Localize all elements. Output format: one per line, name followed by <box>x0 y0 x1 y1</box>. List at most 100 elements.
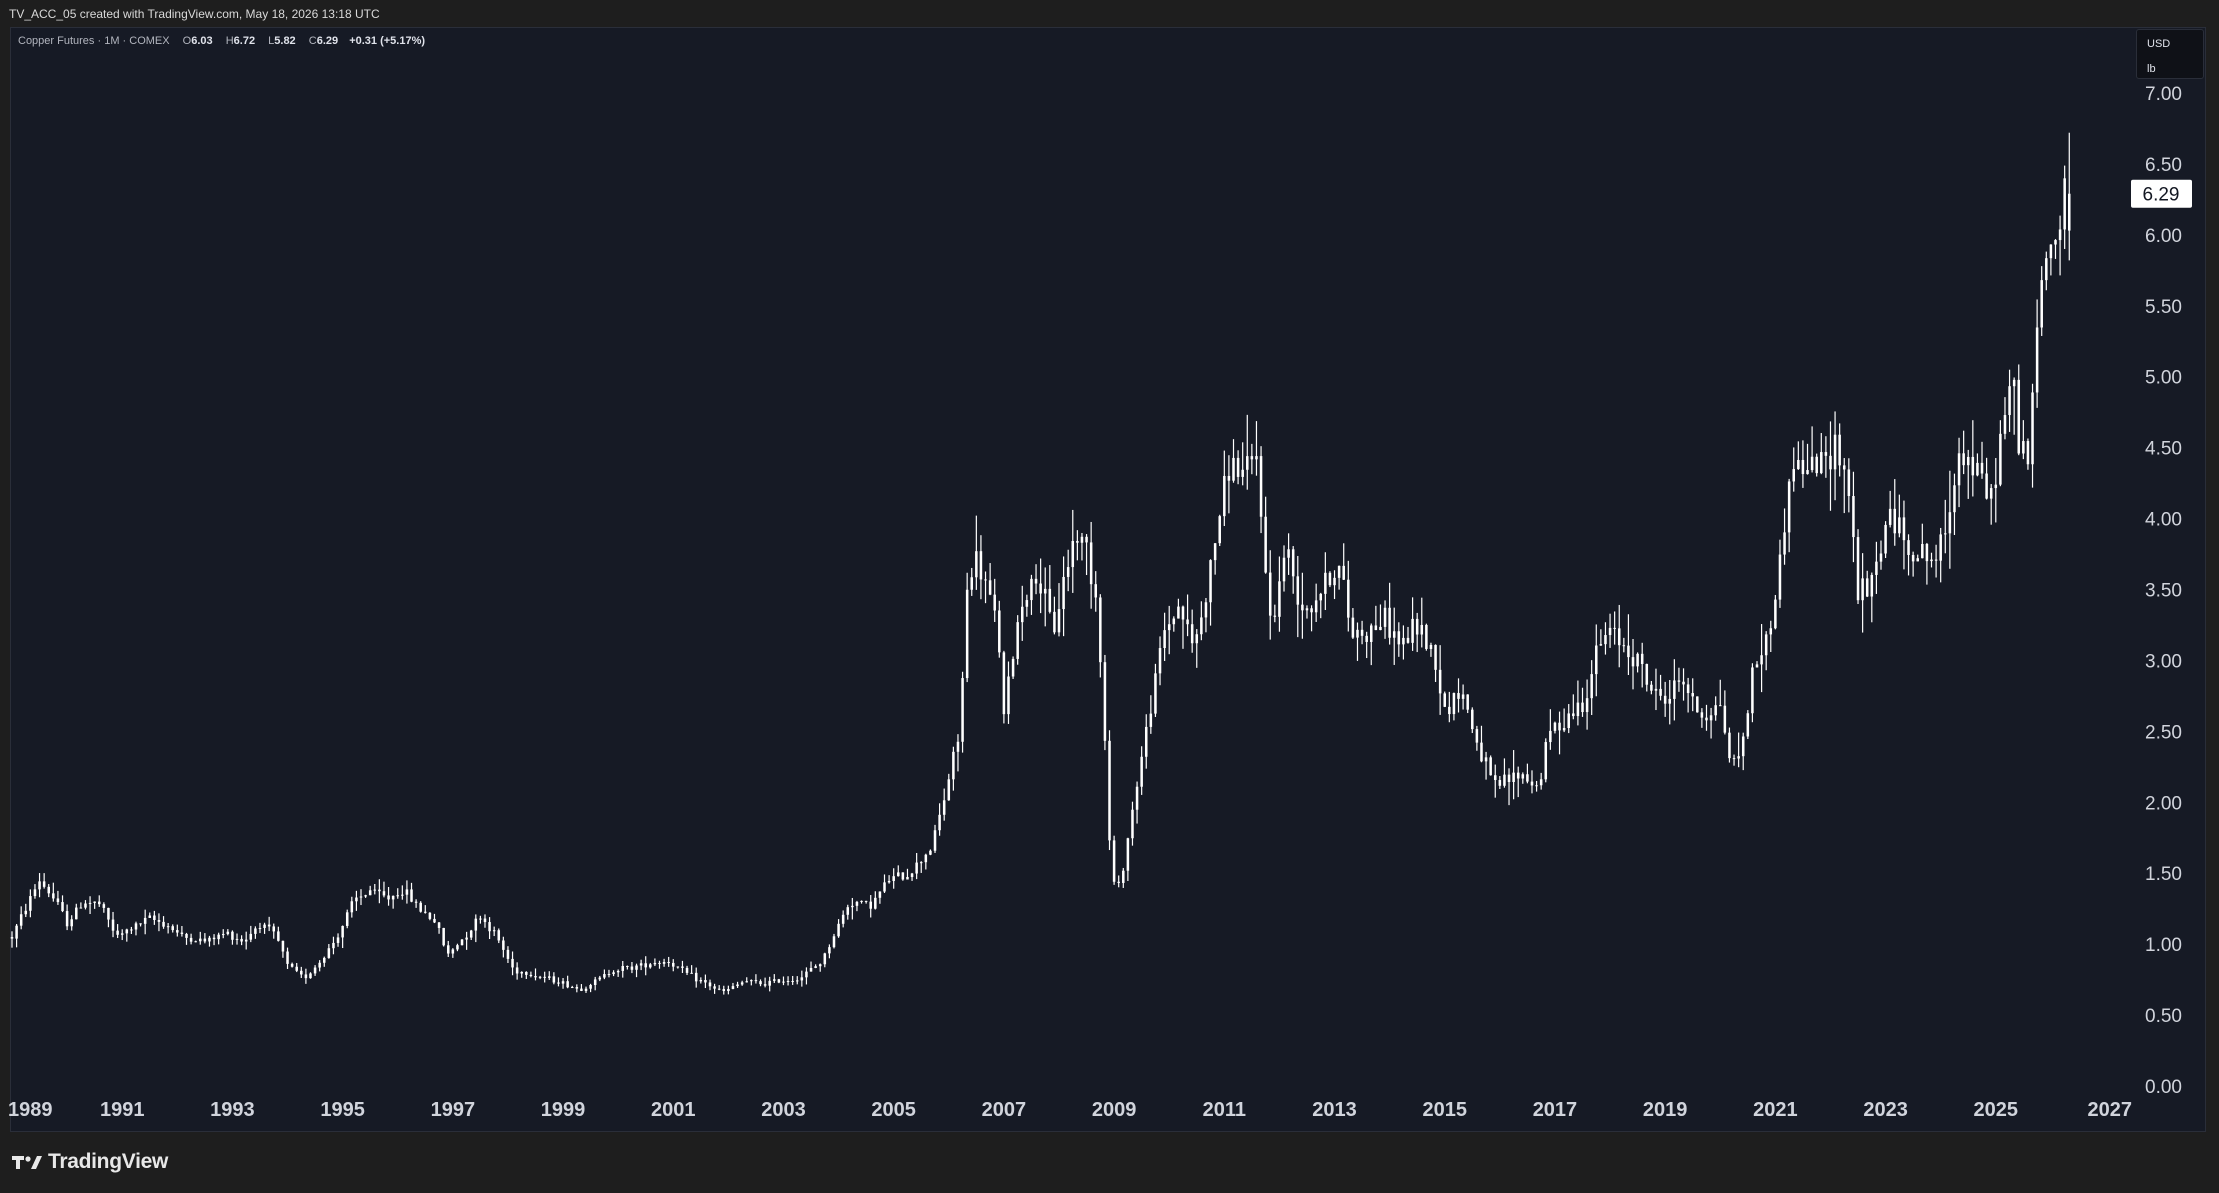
candle-body <box>658 962 661 964</box>
candle-body <box>235 938 239 940</box>
candle-body <box>1999 433 2002 485</box>
candle-body <box>1888 508 1892 525</box>
candle-body <box>1948 512 1952 534</box>
candle-body <box>52 893 55 899</box>
candle-body <box>717 988 721 990</box>
unit-label: lb <box>2147 63 2156 75</box>
candle-body <box>910 873 914 877</box>
currency-unit-button[interactable]: USD lb <box>2136 29 2204 79</box>
candle-body <box>258 927 262 929</box>
candle-body <box>1585 698 1589 713</box>
tradingview-logo[interactable]: TradingView <box>12 1150 168 1174</box>
candle-body <box>1806 470 1809 475</box>
candle-body <box>887 880 891 883</box>
time-tick-label: 2017 <box>1533 1099 1578 1121</box>
candle-body <box>1957 453 1961 486</box>
candle-body <box>952 751 955 780</box>
candle-body <box>437 922 441 928</box>
candle-body <box>1268 572 1272 616</box>
candle-body <box>1296 576 1300 605</box>
candle-body <box>1213 543 1217 561</box>
candle-body <box>254 928 257 934</box>
candle-body <box>1535 785 1538 787</box>
candle-body <box>736 984 739 987</box>
candle-body <box>1457 693 1460 699</box>
chart-pane[interactable] <box>10 27 2206 1132</box>
candle-body <box>153 915 156 921</box>
candle-body <box>759 981 762 985</box>
candle-body <box>1627 645 1630 658</box>
candle-body <box>1140 756 1143 787</box>
candle-body <box>304 974 308 979</box>
candle-body <box>2035 327 2039 393</box>
candle-body <box>1719 705 1722 707</box>
price-chart[interactable]: 0.00 0.50 1.00 1.50 2.00 2.50 3.00 3.50 4.00 4.50… <box>0 0 2219 1132</box>
candle-body <box>1397 631 1401 645</box>
candle-body <box>754 980 758 982</box>
candle-body <box>543 976 546 978</box>
candle-body <box>1282 557 1286 582</box>
price-tick-label: 5.50 <box>2145 297 2182 318</box>
candle-body <box>1663 695 1667 704</box>
candle-body <box>681 966 684 968</box>
candle-body <box>938 814 941 831</box>
candle-body <box>1066 567 1070 577</box>
candle-body <box>1581 702 1584 713</box>
candle-body <box>823 953 827 965</box>
time-axis: 1989 1991 1993 1995 1997 1999 2001 2003 2005 2007… <box>8 1099 2132 1121</box>
candle-body <box>460 939 464 946</box>
time-tick-label: 2027 <box>2088 1099 2133 1121</box>
low-label: L <box>268 35 275 47</box>
price-axis: 0.00 0.50 1.00 1.50 2.00 2.50 3.00 3.50 4.00 4.50… <box>2145 84 2182 1098</box>
candle-body <box>143 917 147 924</box>
candle-body <box>676 966 680 968</box>
time-tick-label: 2025 <box>1974 1099 2019 1121</box>
candle-body <box>267 924 271 927</box>
price-tick-label: 4.50 <box>2145 439 2182 460</box>
candle-body <box>1640 653 1644 664</box>
candle-body <box>1691 693 1694 697</box>
candle-body <box>70 919 73 927</box>
symbol-legend[interactable]: Copper Futures · 1M · COMEX O6.03 H6.72 … <box>18 35 425 47</box>
time-tick-label: 2015 <box>1422 1099 1467 1121</box>
candle-body <box>79 907 83 909</box>
candle-body <box>1544 742 1548 780</box>
candle-body <box>961 678 964 742</box>
candle-body <box>1659 688 1662 696</box>
candle-body <box>942 800 946 815</box>
candle-body <box>1365 635 1368 642</box>
candle-body <box>1668 698 1672 704</box>
time-tick-label: 2005 <box>871 1099 916 1121</box>
candle-body <box>1108 740 1111 841</box>
candle-body <box>47 886 50 894</box>
candle-body <box>295 966 298 971</box>
candle-body <box>208 937 211 942</box>
candle-body <box>593 979 597 986</box>
candle-body <box>924 854 928 863</box>
candle-body <box>1057 609 1061 633</box>
candle-body <box>1686 684 1690 694</box>
candle-body <box>878 891 882 898</box>
candle-body <box>933 830 937 851</box>
candle-body <box>10 937 14 939</box>
candle-body <box>1471 709 1474 730</box>
candle-body <box>111 919 115 931</box>
candle-body <box>639 963 643 966</box>
candle-body <box>777 979 781 983</box>
candle-body <box>1388 607 1391 638</box>
candle-body <box>364 895 367 897</box>
candle-body <box>2003 415 2007 434</box>
candle-body <box>2008 386 2011 416</box>
candle-body <box>621 966 625 971</box>
candle-body <box>1764 634 1768 656</box>
price-tick-label: 2.50 <box>2145 722 2182 743</box>
candle-body <box>1209 560 1212 603</box>
candle-body <box>405 889 409 895</box>
candle-body <box>667 962 670 964</box>
candle-body <box>690 972 693 974</box>
price-tick-label: 4.00 <box>2145 510 2182 531</box>
candle-body <box>1755 664 1759 668</box>
candle-body <box>1797 459 1800 470</box>
price-tick-label: 7.00 <box>2145 84 2182 105</box>
candle-body <box>1810 456 1814 471</box>
